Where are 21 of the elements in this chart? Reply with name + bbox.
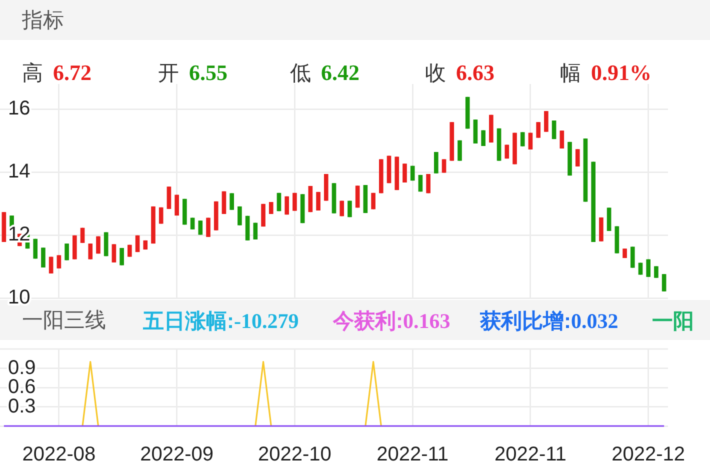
text: 获利比增:0.032 — [480, 309, 618, 333]
x-tick-label: 2022-11 — [494, 444, 566, 466]
x-tick-label: 2022-09 — [140, 444, 214, 466]
annotation: 收 6.63 — [425, 60, 494, 85]
y-tick-label: 16 — [8, 98, 30, 120]
y-tick-label: 14 — [8, 160, 30, 183]
annotation: 幅 0.91% — [560, 60, 652, 85]
annotation: 开 6.55 — [158, 60, 228, 85]
y-tick-label: 0.9 — [8, 356, 36, 379]
chart-title: 一阳三线 — [22, 309, 106, 332]
x-tick-label: 2022-10 — [258, 444, 332, 466]
y-tick-label: 10 — [8, 286, 30, 309]
text: 今获利:0.163 — [333, 309, 450, 333]
x-tick-label: 2022-11 — [376, 444, 449, 466]
annotation: 高 6.72 — [22, 60, 92, 85]
x-tick-label: 2022-08 — [22, 444, 96, 466]
annotation: 低 6.42 — [290, 60, 360, 85]
text: 一阳 — [652, 310, 694, 333]
x-tick-label: 2022-12 — [612, 444, 686, 466]
text: 五日涨幅:-10.279 — [143, 309, 299, 333]
chart-title: 指标 — [22, 9, 64, 32]
